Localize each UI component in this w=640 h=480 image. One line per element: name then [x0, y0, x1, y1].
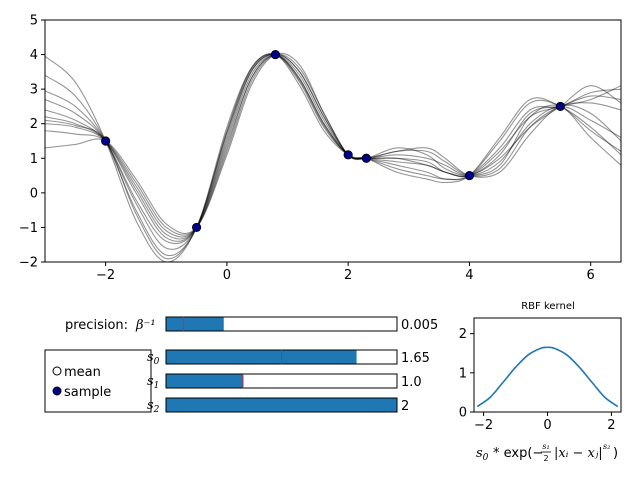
sample-curve — [45, 54, 621, 240]
y-tick-label: 4 — [30, 48, 38, 63]
sample-marker-icon — [52, 386, 62, 396]
s2-value: 2 — [401, 399, 409, 414]
observation-points — [101, 49, 565, 233]
y-tick-label: 3 — [30, 83, 38, 98]
x-axis-ticks: −2 0 2 4 6 — [96, 262, 595, 283]
x-tick-label: −2 — [96, 268, 115, 283]
observation-point — [343, 150, 353, 160]
sample-curve — [45, 54, 621, 238]
x-tick-label: 4 — [465, 268, 473, 283]
formula-abs: |xᵢ − xⱼ| — [554, 446, 603, 461]
sample-curve — [45, 53, 621, 250]
kernel-plot-frame — [473, 317, 622, 413]
observation-point — [555, 101, 565, 112]
kernel-curve — [476, 346, 619, 408]
slider-fill[interactable] — [166, 374, 243, 388]
formula-prefix: s0 — [476, 446, 489, 463]
formula-power: s₂ — [603, 442, 610, 451]
kernel-y-tick-label: 1 — [459, 366, 467, 381]
precision-symbol: β⁻¹ — [135, 318, 156, 333]
precision-value: 0.005 — [401, 318, 438, 333]
kernel-formula: s0 * exp(− s₁ 2 |xᵢ − xⱼ| s₂ ) — [476, 442, 618, 463]
slider-fill[interactable] — [166, 398, 397, 412]
kernel-line — [476, 346, 619, 408]
kernel-x-tick-label: 0 — [543, 418, 551, 433]
observation-point — [191, 222, 202, 233]
kernel-plot: RBF kernel −2 0 2 0 1 2 s0 * exp(− s₁ 2 |xᵢ … — [459, 301, 622, 463]
observation-point — [101, 136, 111, 146]
precision-slider[interactable] — [165, 316, 398, 332]
mean-marker-icon — [52, 366, 62, 376]
slider-fill[interactable] — [166, 317, 224, 331]
formula-frac-den: 2 — [543, 454, 548, 463]
y-axis-ticks: −2 −1 0 1 2 3 4 5 — [19, 14, 45, 271]
legend-frame — [44, 349, 152, 413]
s0-value: 1.65 — [401, 351, 430, 366]
s0-label: s0 — [147, 350, 160, 367]
kernel-x-tick-label: 2 — [607, 418, 615, 433]
observation-point — [464, 170, 475, 181]
kernel-y-tick-label: 2 — [459, 327, 467, 342]
sample-curve — [45, 53, 621, 260]
s1-value: 1.0 — [401, 375, 422, 390]
kernel-y-ticks: 0 1 2 — [459, 327, 474, 421]
x-tick-label: 6 — [587, 268, 595, 283]
y-tick-label: 0 — [30, 186, 38, 201]
s0-slider[interactable] — [165, 349, 398, 365]
sample-curves — [45, 52, 621, 262]
sample-curve — [45, 53, 621, 245]
formula-frac-num: s₁ — [542, 442, 549, 451]
slider-fill[interactable] — [166, 350, 357, 364]
main-plot-frame — [44, 19, 622, 263]
observation-point — [361, 153, 371, 163]
s2-label: s2 — [147, 398, 160, 415]
observation-point — [270, 49, 280, 60]
x-tick-label: 2 — [344, 268, 352, 283]
legend-mean-label: mean — [64, 365, 101, 380]
formula-exp: * exp(− — [493, 446, 543, 461]
sample-curve — [45, 54, 621, 242]
kernel-y-tick-label: 0 — [459, 406, 467, 421]
formula-close: ) — [613, 446, 618, 461]
s2-slider[interactable] — [165, 397, 398, 413]
sample-curve — [45, 53, 621, 257]
parameter-sliders: precision: β⁻¹ 0.005 s0 1.65 s1 1.0 s2 2 — [65, 316, 438, 415]
y-tick-label: −2 — [19, 256, 38, 271]
y-tick-label: 5 — [30, 14, 38, 29]
kernel-x-tick-label: −2 — [474, 418, 493, 433]
y-tick-label: −1 — [19, 221, 38, 236]
precision-label: precision: — [65, 318, 128, 333]
legend-sample-label: sample — [64, 385, 111, 400]
x-tick-label: 0 — [223, 268, 231, 283]
sample-curve — [45, 53, 621, 262]
y-tick-label: 2 — [30, 117, 38, 132]
kernel-x-ticks: −2 0 2 — [474, 412, 616, 433]
s1-slider[interactable] — [165, 373, 398, 389]
s1-label: s1 — [147, 374, 159, 391]
main-plot: −2 0 2 4 6 −2 −1 0 1 2 3 4 5 — [19, 14, 622, 283]
y-tick-label: 1 — [30, 152, 38, 167]
sample-curve — [45, 52, 621, 235]
kernel-title: RBF kernel — [521, 301, 575, 312]
legend: mean sample — [44, 349, 152, 413]
sample-curve — [45, 53, 621, 236]
